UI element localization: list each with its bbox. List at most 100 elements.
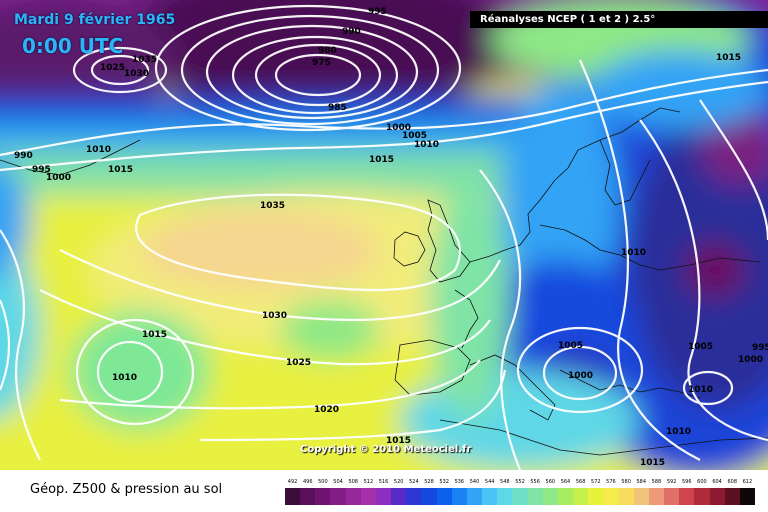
legend-tick-label: 496: [302, 479, 313, 485]
legend-swatch: [709, 488, 725, 505]
legend-tick-label: 520: [393, 479, 404, 485]
legend-swatch: [679, 488, 695, 505]
legend-tick-label: 580: [621, 479, 631, 485]
legend-swatch: [285, 488, 301, 505]
isobar-label: 1005: [558, 341, 583, 351]
isobar-label: 1010: [86, 145, 111, 155]
isobar-label: 990: [342, 27, 361, 37]
map-variable-label: Géop. Z500 & pression au sol: [30, 482, 223, 497]
isobar-labels: 995 990 1035 1025 1030 980 975 985 1000 …: [14, 7, 768, 468]
isobar-label: 1010: [414, 140, 439, 150]
isobar-label: 1025: [286, 358, 311, 368]
isobar-label: 1025: [100, 63, 125, 73]
legend-swatch: [739, 488, 755, 505]
isobar-label: 1010: [112, 373, 137, 383]
legend-tick-label: 568: [575, 479, 586, 485]
legend-tick-label: 540: [469, 479, 480, 485]
isobar-label: 1015: [142, 330, 167, 340]
legend-swatch: [633, 488, 649, 505]
map-time-title: 0:00 UTC: [22, 34, 124, 58]
legend-tick-label: 584: [636, 479, 647, 485]
isobar-label: 990: [14, 151, 33, 161]
legend-swatch: [557, 488, 574, 505]
legend-tick-label: 612: [742, 479, 753, 485]
legend-swatch: [482, 488, 498, 505]
legend-tick-label: 576: [606, 479, 616, 485]
legend-tick-label: 504: [333, 479, 343, 485]
isobar-label: 1035: [132, 55, 157, 65]
isobar-label: 1030: [124, 69, 149, 79]
legend-swatch: [466, 488, 483, 505]
isobar-label: 1015: [369, 155, 394, 165]
legend-swatch: [315, 488, 331, 505]
legend-swatch: [648, 488, 665, 505]
isobar-label: 1010: [621, 248, 646, 258]
isobar-label: 995: [32, 165, 51, 175]
coastlines: [0, 107, 768, 456]
legend-tick-label: 512: [363, 479, 374, 485]
map-date-title: Mardi 9 février 1965: [14, 12, 176, 28]
legend-tick-label: 556: [530, 479, 540, 485]
isobar-label: 1015: [386, 436, 411, 446]
isobar-label: 985: [328, 103, 347, 113]
legend-tick-label: 544: [484, 479, 495, 485]
legend-swatch: [603, 488, 619, 505]
legend-swatch: [375, 488, 392, 505]
isobar-label: 975: [312, 58, 331, 68]
isobar-label: 1005: [402, 131, 427, 141]
legend-swatch: [421, 488, 437, 505]
data-source-banner: Réanalyses NCEP ( 1 et 2 ) 2.5°: [470, 11, 768, 28]
legend-swatch: [664, 488, 680, 505]
legend-tick-label: 596: [681, 479, 692, 485]
weather-map: 995 990 1035 1025 1030 980 975 985 1000 …: [0, 0, 768, 470]
isobar-label: 1020: [314, 405, 339, 415]
legend-tick-label: 552: [515, 479, 525, 485]
legend-tick-label: 536: [454, 479, 465, 485]
legend-tick-label: 588: [651, 479, 662, 485]
legend-swatch: [512, 488, 528, 505]
legend-tick-label: 532: [439, 479, 449, 485]
isobar-label: 1000: [738, 355, 763, 365]
legend-swatch: [527, 488, 543, 505]
legend-swatch: [573, 488, 589, 505]
legend-tick-label: 528: [424, 479, 434, 485]
isobar-label: 1005: [688, 342, 713, 352]
isobar-label: 995: [368, 7, 387, 17]
legend-swatch: [451, 488, 467, 505]
legend-tick-label: 560: [545, 479, 556, 485]
legend-swatch: [345, 488, 361, 505]
isobar-label: 1000: [46, 173, 71, 183]
legend-swatch: [406, 488, 422, 505]
isobar-label: 1015: [640, 458, 665, 468]
legend-swatch: [330, 488, 346, 505]
legend-swatch: [436, 488, 452, 505]
isobars: [0, 4, 768, 470]
isobar-label: 1030: [262, 311, 287, 321]
legend-tick-label: 608: [727, 479, 738, 485]
isobar-label: 980: [318, 46, 337, 56]
legend-tick-label: 516: [378, 479, 389, 485]
legend-tick-label: 500: [318, 479, 328, 485]
isobar-label: 1000: [568, 371, 593, 381]
legend-swatch: [588, 488, 604, 505]
legend-swatch: [694, 488, 710, 505]
legend-swatch: [300, 488, 316, 505]
copyright-notice: Copyright © 2010 Meteociel.fr: [300, 444, 472, 455]
legend-swatch: [391, 488, 407, 505]
legend-tick-label: 548: [500, 479, 510, 485]
isobar-label: 1015: [716, 53, 741, 63]
map-canvas: 995 990 1035 1025 1030 980 975 985 1000 …: [0, 0, 768, 470]
legend-swatch: [360, 488, 376, 505]
legend-tick-label: 592: [666, 479, 677, 485]
legend-tick-label: 604: [712, 479, 722, 485]
legend-swatch: [497, 488, 513, 505]
legend-tick-label: 572: [591, 479, 601, 485]
legend-tick-label: 564: [560, 479, 571, 485]
isobar-label: 1010: [666, 427, 691, 437]
legend-tick-label: 600: [697, 479, 707, 485]
isobar-label: 1035: [260, 201, 285, 211]
legend-swatch: [542, 488, 558, 505]
isobar-label: 1010: [688, 385, 713, 395]
legend-swatch: [724, 488, 740, 505]
isobar-label: 1000: [386, 123, 411, 133]
